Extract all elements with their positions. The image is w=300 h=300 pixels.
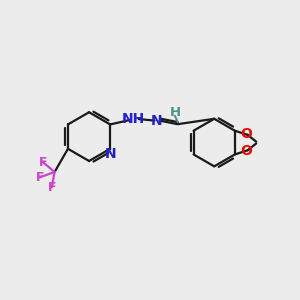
Text: H: H bbox=[169, 106, 181, 119]
Text: F: F bbox=[38, 155, 47, 169]
Text: N: N bbox=[105, 147, 117, 161]
Text: O: O bbox=[240, 144, 252, 158]
Text: NH: NH bbox=[122, 112, 145, 126]
Text: F: F bbox=[36, 171, 44, 184]
Text: F: F bbox=[48, 181, 56, 194]
Text: O: O bbox=[240, 127, 252, 141]
Text: N: N bbox=[151, 114, 162, 128]
